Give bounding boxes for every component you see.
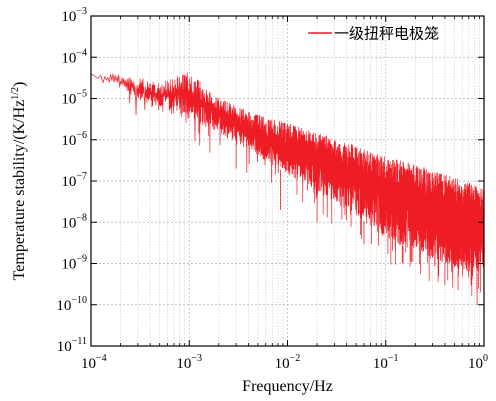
x-axis-title: Frequency/Hz: [242, 378, 333, 395]
legend-label: 一级扭秤电极笼: [334, 25, 439, 43]
y-tick-label: 10−3: [61, 6, 87, 25]
y-tick-label: 10−6: [61, 130, 87, 149]
legend: 一级扭秤电极笼: [308, 25, 439, 43]
y-tick-label: 10−11: [57, 336, 87, 355]
y-tick-label: 10−4: [61, 47, 87, 66]
major-grid: [91, 16, 484, 346]
y-tick-label: 10−9: [61, 254, 87, 273]
y-tick-label: 10−7: [61, 171, 87, 190]
y-tick-label: 10−10: [56, 295, 87, 314]
x-tick-label: 10−4: [81, 353, 107, 372]
x-tick-label: 10−3: [176, 353, 202, 372]
series-layer: [91, 72, 484, 305]
x-tick-label: 10−1: [373, 353, 399, 372]
series-line: [91, 72, 484, 296]
y-tick-label: 10−5: [61, 89, 87, 108]
y-tick-labels: 10−11 10−10 10−9 10−8 10−7 10−6 10−5 10−4 10−3: [56, 6, 87, 355]
y-axis-title: Temperature stability/(K/Hz1/2): [10, 82, 28, 281]
y-tick-label: 10−8: [61, 212, 87, 231]
x-tick-label: 100: [468, 353, 488, 372]
axis-ticks: [90, 15, 485, 347]
x-tick-labels: 10−4 10−3 10−2 10−1 100: [81, 353, 488, 372]
x-tick-label: 10−2: [275, 353, 301, 372]
